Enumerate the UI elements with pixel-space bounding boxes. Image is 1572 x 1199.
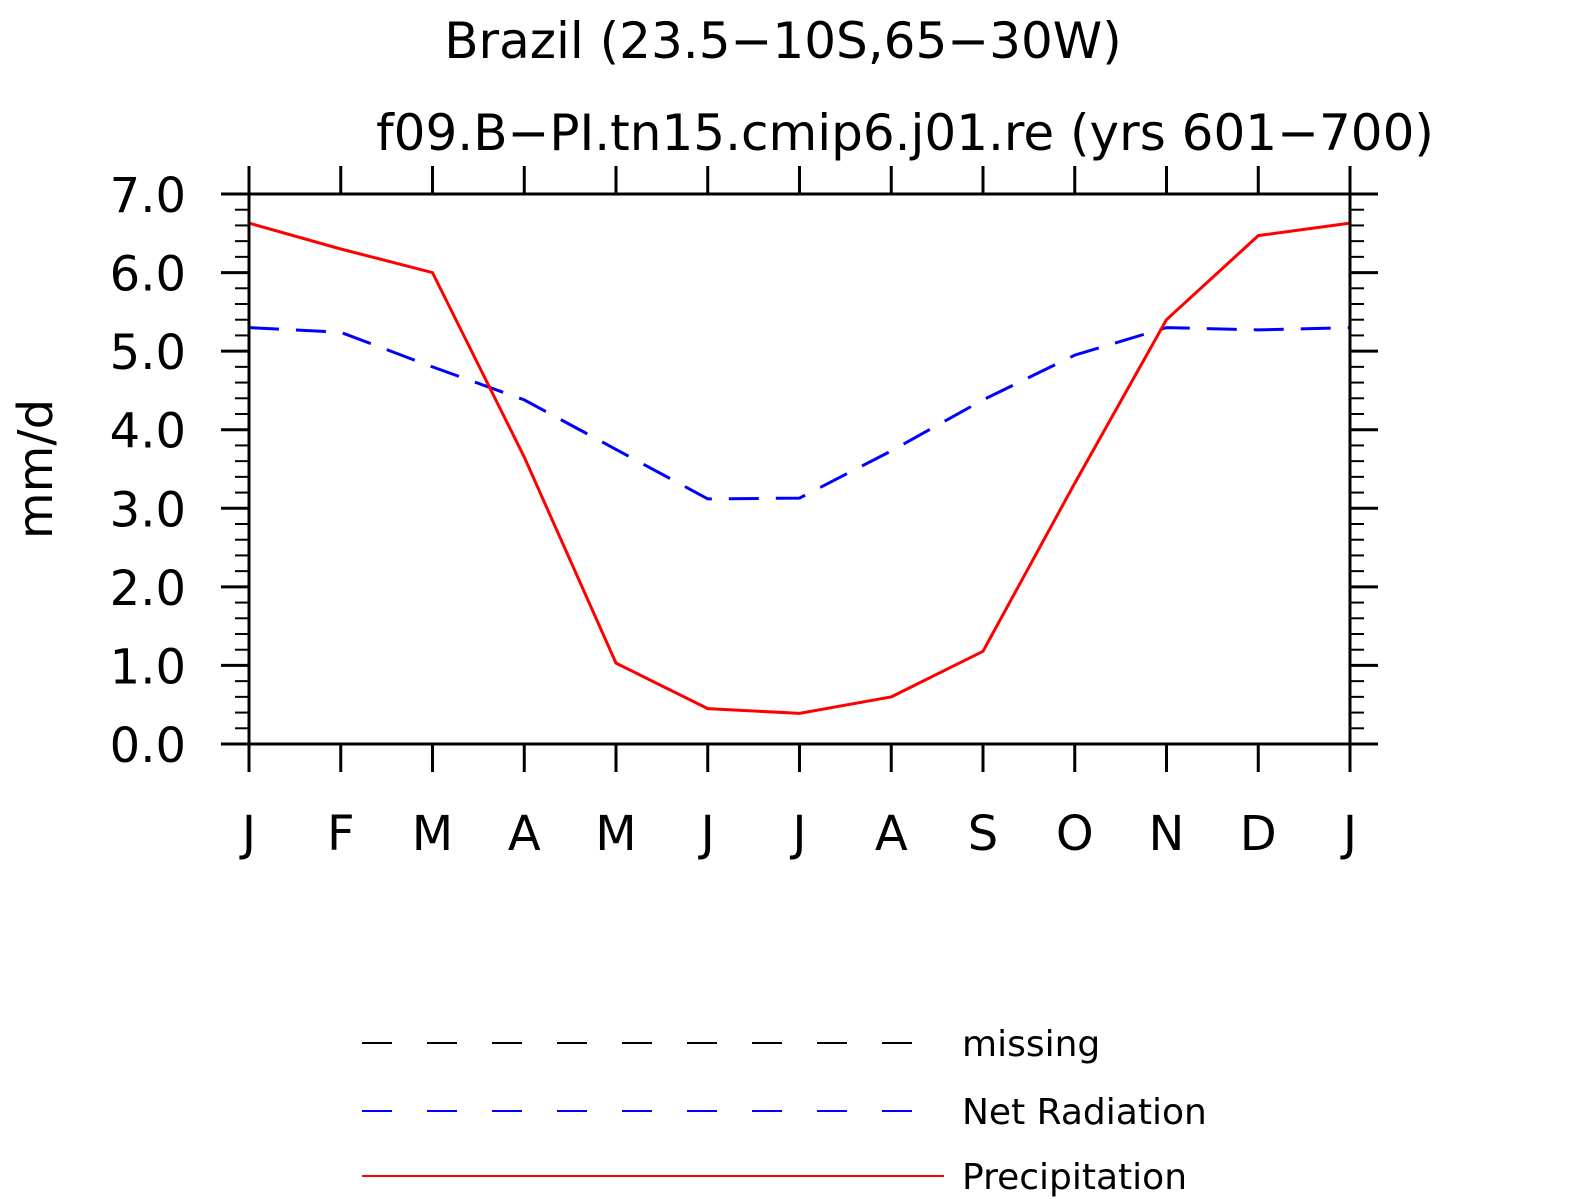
x-tick-label: M [412, 806, 453, 862]
legend-label: missing [962, 1024, 1100, 1065]
x-tick-label: D [1240, 806, 1277, 862]
legend-label: Precipitation [962, 1157, 1187, 1198]
y-tick-label: 7.0 [110, 168, 186, 224]
y-tick-label: 5.0 [110, 325, 186, 381]
y-tick-labels: 0.0 1.0 2.0 3.0 4.0 5.0 6.0 7.0 [110, 168, 186, 774]
x-tick-label: J [239, 806, 256, 862]
y-axis-label: mm/d [8, 399, 64, 539]
series-line-net-radiation [248, 326, 1351, 501]
y-tick-label: 0.0 [110, 718, 186, 774]
series-line-precipitation [248, 221, 1351, 715]
x-tick-label: J [1340, 806, 1357, 862]
x-tick-label: A [875, 806, 908, 862]
x-tick-label: M [595, 806, 636, 862]
y-tick-label: 1.0 [110, 639, 186, 695]
x-tick-label: F [327, 806, 355, 862]
plot-frame [247, 192, 1352, 746]
y-tick-label: 2.0 [110, 561, 186, 617]
x-tick-label: J [698, 806, 715, 862]
x-tick-label: S [968, 806, 998, 862]
x-tick-label: O [1056, 806, 1094, 862]
x-tick-label: N [1149, 806, 1185, 862]
y-tick-label: 3.0 [110, 482, 186, 538]
series-lines [248, 221, 1351, 715]
chart-title: Brazil (23.5−10S,65−30W) [444, 12, 1122, 70]
x-tick-label: J [789, 806, 806, 862]
y-tick-label: 6.0 [110, 247, 186, 303]
chart-subtitle: f09.B−PI.tn15.cmip6.j01.re (yrs 601−700) [376, 104, 1434, 162]
y-tick-label: 4.0 [110, 404, 186, 460]
legend-label: Net Radiation [962, 1092, 1207, 1133]
axis-ticks [221, 166, 1378, 772]
x-tick-label: A [508, 806, 541, 862]
legend: missing Net Radiation Precipitation [362, 1024, 1207, 1198]
